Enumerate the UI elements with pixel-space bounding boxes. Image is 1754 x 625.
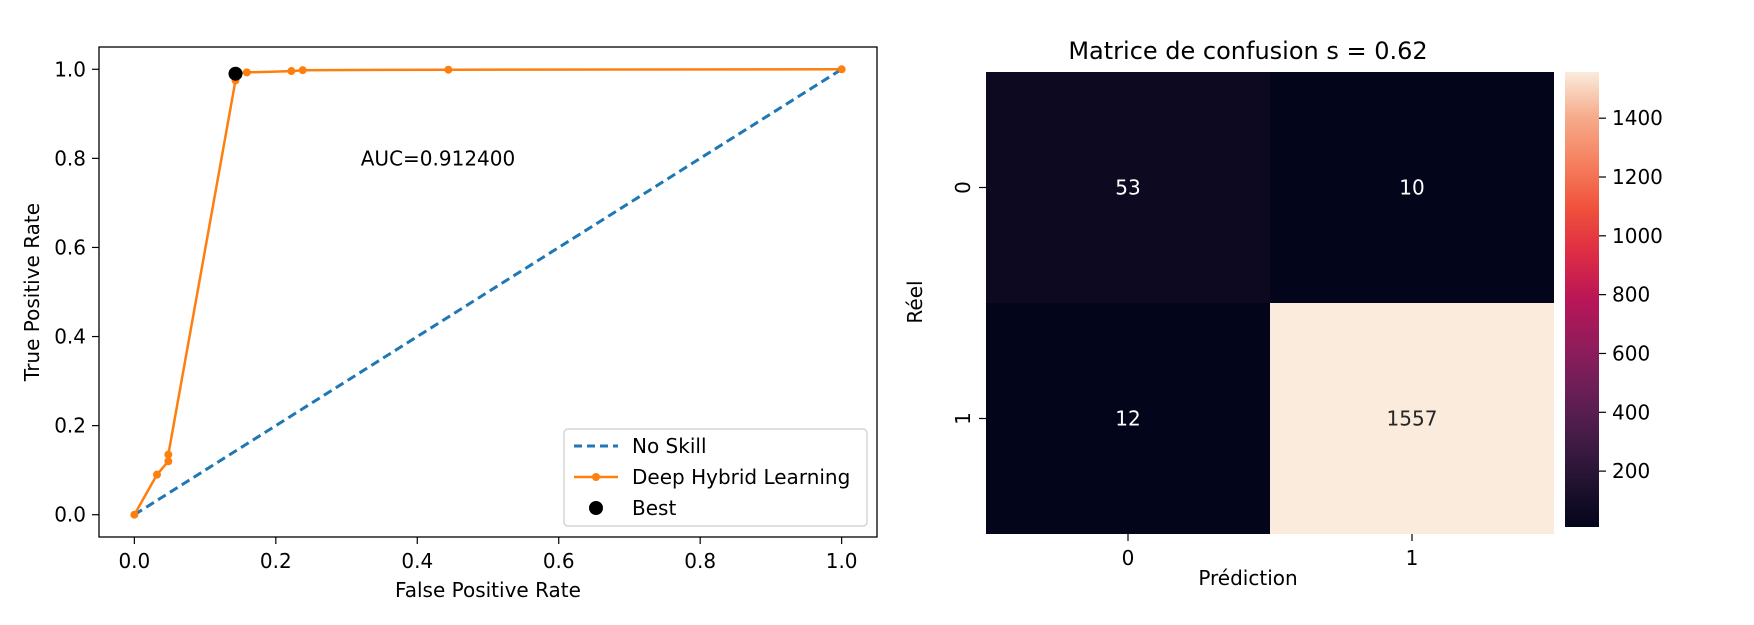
cm-cell-value: 53	[1115, 176, 1140, 200]
cm-ticks: 0 1 0 1	[951, 181, 1418, 570]
dhl-point	[164, 457, 173, 466]
cm-ylabel: Réel	[903, 280, 927, 323]
dhl-point	[164, 450, 173, 459]
dhl-point	[242, 68, 251, 77]
auc-annotation: AUC=0.912400	[361, 146, 515, 170]
roc-xtick-label: 0.2	[260, 549, 292, 573]
dhl-point	[298, 66, 307, 75]
colorbar-tick-label: 200	[1612, 459, 1650, 483]
cm-cell-value: 10	[1399, 176, 1424, 200]
roc-ytick-label: 0.6	[54, 235, 86, 259]
colorbar	[1565, 72, 1599, 527]
cm-cell	[1270, 303, 1554, 534]
cm-xlabel: Prédiction	[1198, 566, 1297, 590]
cm-xtick-label: 1	[1406, 546, 1419, 570]
colorbar-tick-label: 1400	[1612, 106, 1663, 130]
roc-xtick-label: 0.4	[401, 549, 433, 573]
roc-ylabel: True Positive Rate	[20, 203, 44, 382]
cm-xtick-label: 0	[1122, 546, 1135, 570]
roc-legend: No Skill Deep Hybrid Learning Best	[563, 428, 868, 527]
roc-ytick-label: 1.0	[54, 57, 86, 81]
cm-ytick-label: 0	[951, 181, 975, 194]
dhl-point	[130, 510, 139, 519]
dhl-point	[152, 470, 161, 479]
cm-cell	[1270, 72, 1554, 303]
dhl-point	[837, 65, 846, 74]
cm-cells: 53 10 12 1557	[986, 72, 1554, 534]
roc-series	[130, 65, 846, 519]
colorbar-tick-label: 1200	[1612, 165, 1663, 189]
roc-xtick-label: 0.6	[543, 549, 575, 573]
best-point	[228, 66, 243, 81]
roc-ticks: 0.0 0.2 0.4 0.6 0.8 1.0 0.0 0.2 0.4 0.6 0.8 1.0	[54, 57, 857, 573]
colorbar-tick-label: 400	[1612, 400, 1650, 424]
roc-ytick-label: 0.0	[54, 503, 86, 527]
cm-title: Matrice de confusion s = 0.62	[1068, 37, 1427, 65]
roc-xtick-label: 0.0	[118, 549, 150, 573]
legend-box	[563, 428, 868, 527]
dhl-point	[444, 65, 453, 74]
colorbar-ticks: 200 400 600 800 1000 1200 1400	[1599, 106, 1663, 483]
cm-cell-value: 12	[1115, 407, 1140, 431]
roc-xtick-label: 0.8	[684, 549, 716, 573]
roc-xtick-label: 1.0	[826, 549, 858, 573]
legend-best-label: Best	[632, 496, 676, 520]
colorbar-tick-label: 600	[1612, 341, 1650, 365]
legend-dhl-label: Deep Hybrid Learning	[632, 465, 850, 489]
cm-cell	[986, 72, 1270, 303]
roc-axes-frame	[98, 46, 878, 538]
dhl-point	[287, 67, 296, 76]
legend-best-marker	[589, 501, 603, 515]
roc-ytick-label: 0.4	[54, 325, 86, 349]
cm-cell	[986, 303, 1270, 534]
roc-ytick-label: 0.8	[54, 146, 86, 170]
colorbar-tick-label: 800	[1612, 283, 1650, 307]
cm-ytick-label: 1	[951, 412, 975, 425]
cm-cell-value: 1557	[1387, 407, 1438, 431]
roc-plot: 0.0 0.2 0.4 0.6 0.8 1.0 0.0 0.2 0.4 0.6 0.8 1.0 AUC…	[20, 46, 878, 602]
legend-dhl-marker	[592, 473, 600, 481]
roc-ytick-label: 0.2	[54, 414, 86, 438]
roc-xlabel: False Positive Rate	[395, 578, 581, 602]
legend-noskill-label: No Skill	[632, 434, 707, 458]
colorbar-tick-label: 1000	[1612, 224, 1663, 248]
